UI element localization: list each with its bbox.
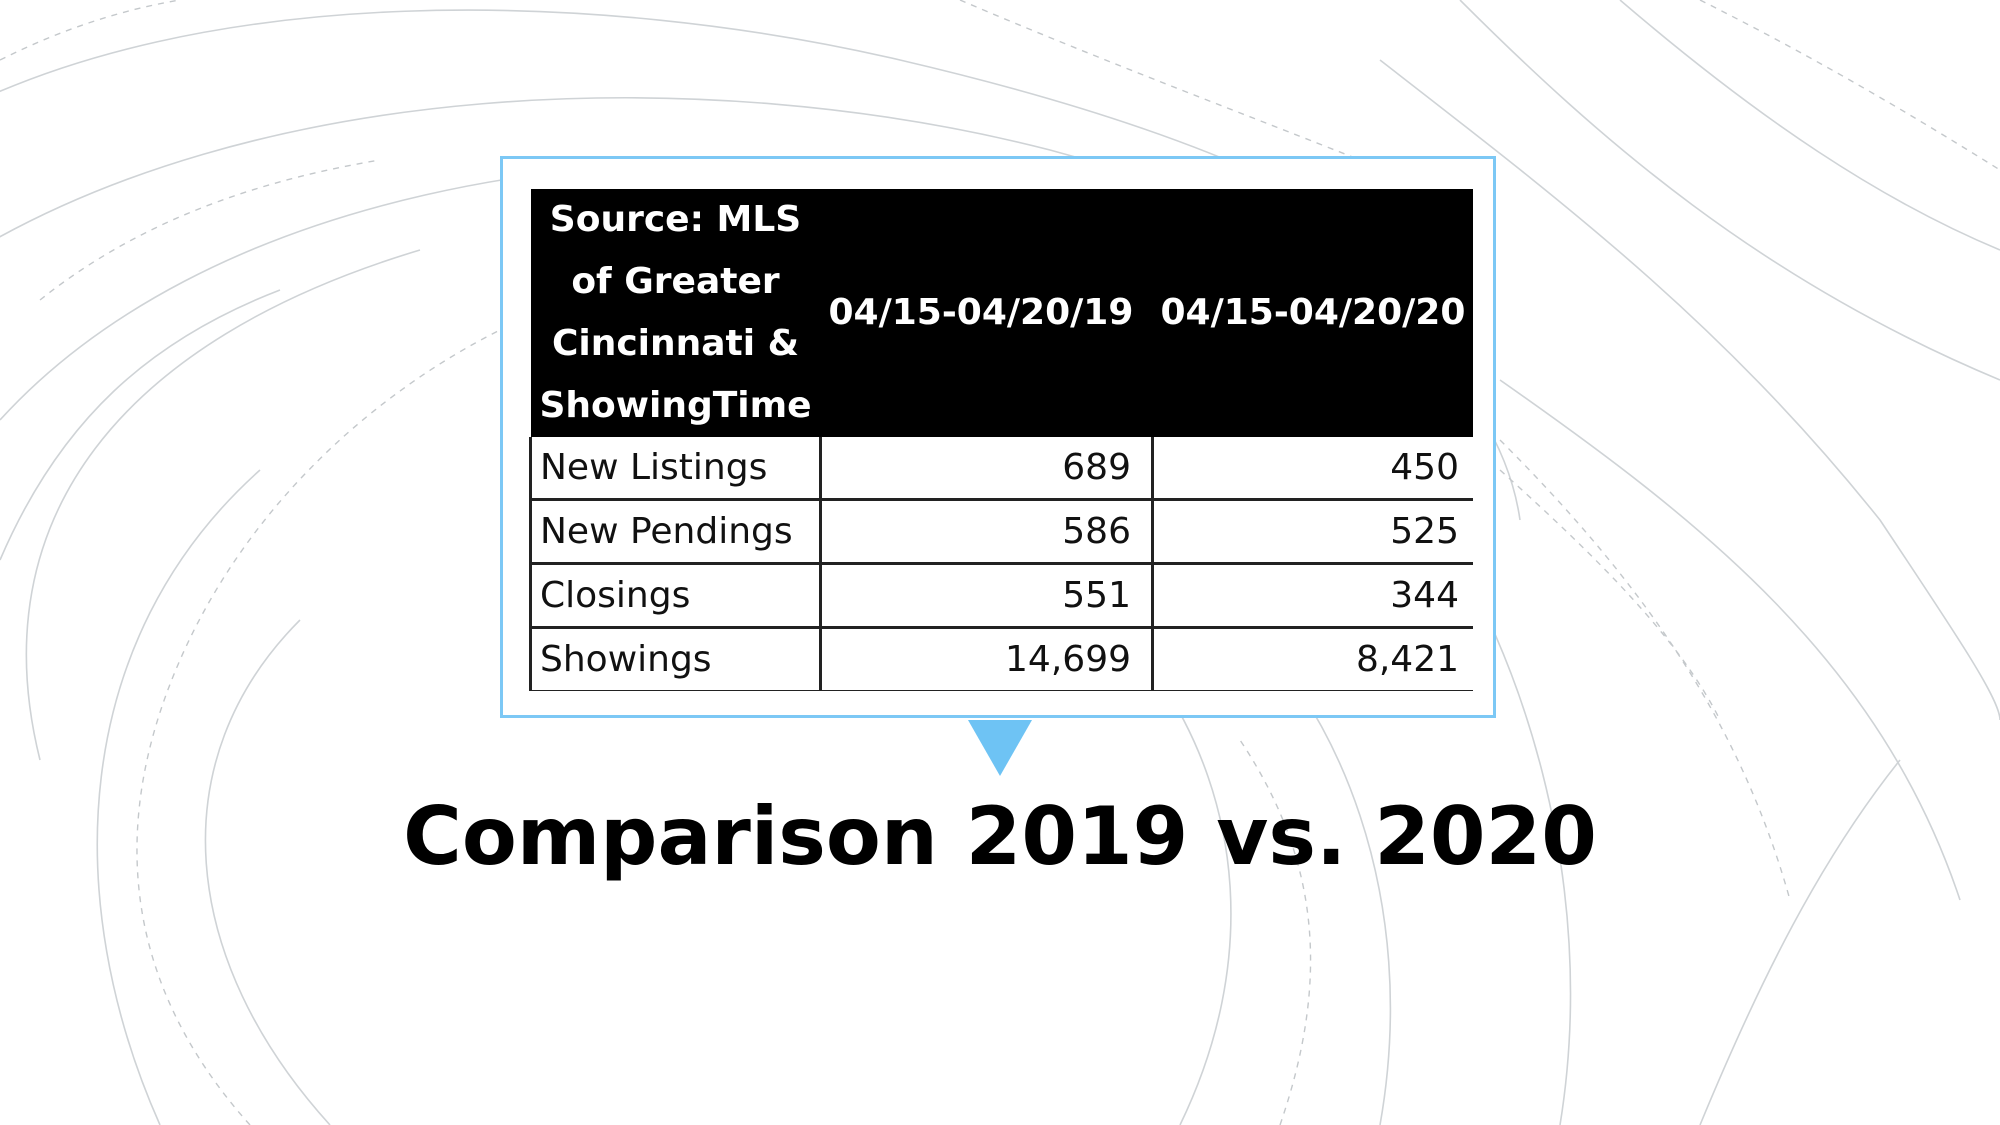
row-label: Showings <box>529 627 822 691</box>
value-2020: 8,421 <box>1152 627 1473 691</box>
callout-pointer-triangle <box>968 720 1032 776</box>
row-label: Closings <box>529 563 822 629</box>
table-image-clip: Source: MLS of Greater Cincinnati & Show… <box>529 189 1473 691</box>
header-period-2020: 04/15-04/20/20 <box>1152 189 1473 437</box>
row-label: New Pendings <box>529 499 822 565</box>
table-header-row: Source: MLS of Greater Cincinnati & Show… <box>530 189 1473 437</box>
header-source: Source: MLS of Greater Cincinnati & Show… <box>530 189 821 437</box>
table-callout-box: Source: MLS of Greater Cincinnati & Show… <box>500 156 1496 718</box>
value-2019: 689 <box>820 437 1154 501</box>
value-2019: 551 <box>820 563 1154 629</box>
table-row: New Pendings 586 525 <box>529 499 1473 565</box>
table-row: Closings 551 344 <box>529 563 1473 629</box>
value-2020: 450 <box>1152 437 1473 501</box>
slide-title: Comparison 2019 vs. 2020 <box>403 790 1597 883</box>
row-label: New Listings <box>529 437 822 501</box>
header-period-2019: 04/15-04/20/19 <box>820 189 1153 437</box>
table-row: New Listings 689 450 <box>529 437 1473 501</box>
value-2020: 344 <box>1152 563 1473 629</box>
value-2019: 14,699 <box>820 627 1154 691</box>
value-2020: 525 <box>1152 499 1473 565</box>
value-2019: 586 <box>820 499 1154 565</box>
comparison-table: Source: MLS of Greater Cincinnati & Show… <box>529 189 1473 691</box>
table-row: Showings 14,699 8,421 <box>529 627 1473 691</box>
